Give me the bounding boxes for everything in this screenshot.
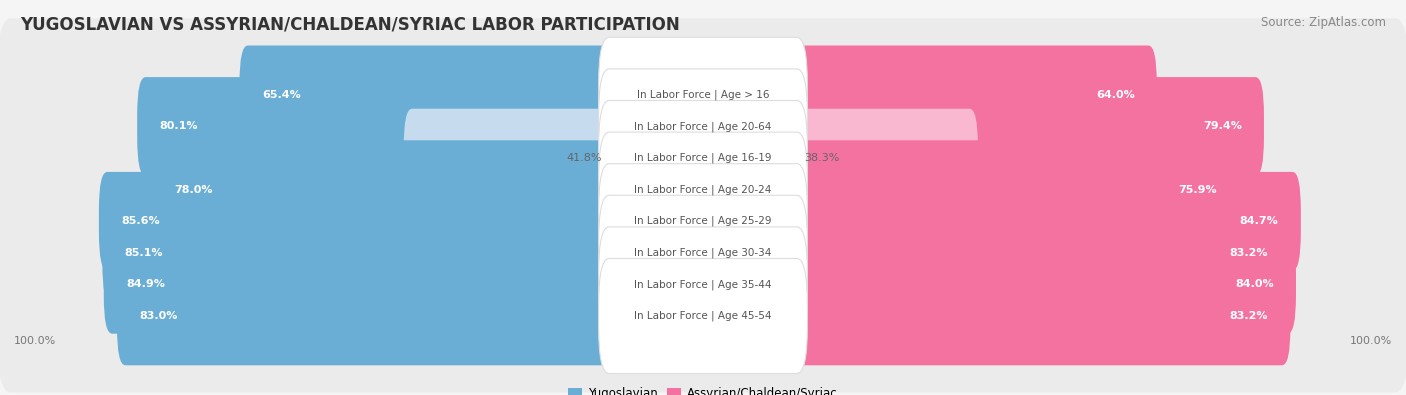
- FancyBboxPatch shape: [599, 100, 807, 216]
- FancyBboxPatch shape: [239, 45, 617, 144]
- FancyBboxPatch shape: [789, 203, 1291, 302]
- Text: In Labor Force | Age > 16: In Labor Force | Age > 16: [637, 90, 769, 100]
- Text: In Labor Force | Age 35-44: In Labor Force | Age 35-44: [634, 279, 772, 290]
- FancyBboxPatch shape: [789, 109, 979, 207]
- Text: 85.1%: 85.1%: [125, 248, 163, 258]
- FancyBboxPatch shape: [789, 267, 1291, 365]
- FancyBboxPatch shape: [0, 239, 1406, 393]
- Text: 64.0%: 64.0%: [1095, 90, 1135, 100]
- FancyBboxPatch shape: [0, 113, 1406, 266]
- FancyBboxPatch shape: [599, 69, 807, 184]
- Text: In Labor Force | Age 45-54: In Labor Force | Age 45-54: [634, 311, 772, 321]
- Text: 100.0%: 100.0%: [14, 336, 56, 346]
- Text: 100.0%: 100.0%: [1350, 336, 1392, 346]
- FancyBboxPatch shape: [789, 172, 1301, 271]
- FancyBboxPatch shape: [789, 235, 1296, 334]
- FancyBboxPatch shape: [0, 145, 1406, 298]
- Text: In Labor Force | Age 20-24: In Labor Force | Age 20-24: [634, 184, 772, 195]
- FancyBboxPatch shape: [117, 267, 617, 365]
- Text: 84.7%: 84.7%: [1240, 216, 1278, 226]
- Text: 41.8%: 41.8%: [567, 153, 602, 163]
- FancyBboxPatch shape: [789, 140, 1240, 239]
- Text: 83.2%: 83.2%: [1230, 311, 1268, 321]
- FancyBboxPatch shape: [599, 164, 807, 279]
- FancyBboxPatch shape: [0, 176, 1406, 329]
- FancyBboxPatch shape: [0, 50, 1406, 203]
- Text: 78.0%: 78.0%: [174, 184, 212, 195]
- FancyBboxPatch shape: [404, 109, 617, 207]
- Legend: Yugoslavian, Assyrian/Chaldean/Syriac: Yugoslavian, Assyrian/Chaldean/Syriac: [564, 382, 842, 395]
- Text: 79.4%: 79.4%: [1202, 121, 1241, 132]
- Text: 85.6%: 85.6%: [121, 216, 160, 226]
- Text: In Labor Force | Age 20-64: In Labor Force | Age 20-64: [634, 121, 772, 132]
- Text: 83.2%: 83.2%: [1230, 248, 1268, 258]
- Text: Source: ZipAtlas.com: Source: ZipAtlas.com: [1261, 16, 1386, 29]
- FancyBboxPatch shape: [152, 140, 617, 239]
- FancyBboxPatch shape: [104, 235, 617, 334]
- Text: 80.1%: 80.1%: [159, 121, 198, 132]
- FancyBboxPatch shape: [599, 227, 807, 342]
- FancyBboxPatch shape: [599, 258, 807, 374]
- FancyBboxPatch shape: [0, 81, 1406, 235]
- FancyBboxPatch shape: [103, 203, 617, 302]
- Text: In Labor Force | Age 16-19: In Labor Force | Age 16-19: [634, 153, 772, 163]
- FancyBboxPatch shape: [138, 77, 617, 176]
- Text: 84.9%: 84.9%: [127, 279, 165, 290]
- FancyBboxPatch shape: [599, 195, 807, 310]
- Text: 65.4%: 65.4%: [262, 90, 301, 100]
- Text: 84.0%: 84.0%: [1234, 279, 1274, 290]
- FancyBboxPatch shape: [789, 77, 1264, 176]
- Text: In Labor Force | Age 30-34: In Labor Force | Age 30-34: [634, 248, 772, 258]
- Text: 75.9%: 75.9%: [1178, 184, 1218, 195]
- Text: In Labor Force | Age 25-29: In Labor Force | Age 25-29: [634, 216, 772, 226]
- FancyBboxPatch shape: [599, 132, 807, 247]
- FancyBboxPatch shape: [0, 208, 1406, 361]
- FancyBboxPatch shape: [98, 172, 617, 271]
- Text: 83.0%: 83.0%: [139, 311, 177, 321]
- FancyBboxPatch shape: [0, 18, 1406, 171]
- FancyBboxPatch shape: [599, 37, 807, 152]
- Text: 38.3%: 38.3%: [804, 153, 839, 163]
- Text: YUGOSLAVIAN VS ASSYRIAN/CHALDEAN/SYRIAC LABOR PARTICIPATION: YUGOSLAVIAN VS ASSYRIAN/CHALDEAN/SYRIAC …: [20, 16, 679, 34]
- FancyBboxPatch shape: [789, 45, 1157, 144]
